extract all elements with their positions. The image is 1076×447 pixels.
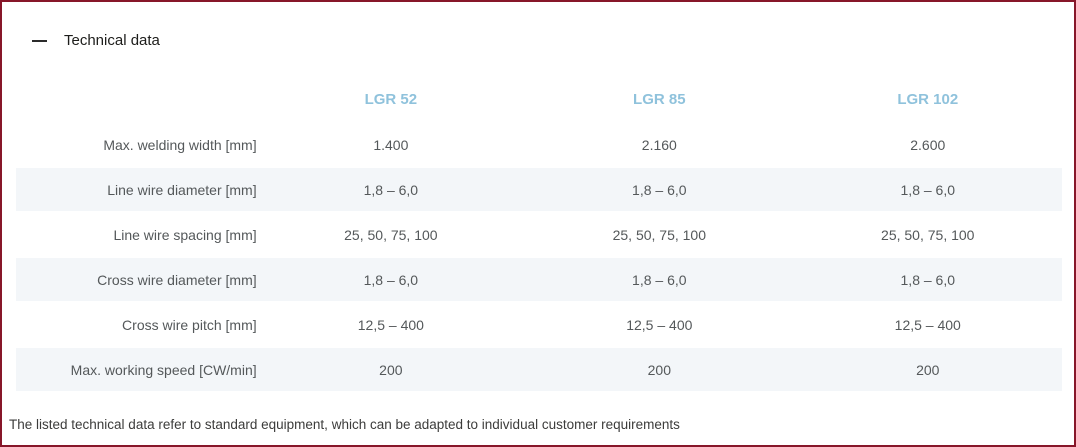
row-label-cross-wire-pitch: Cross wire pitch [mm] <box>16 303 257 346</box>
cell-value: 1,8 – 6,0 <box>525 168 794 211</box>
cell-value: 25, 50, 75, 100 <box>793 213 1062 256</box>
minus-icon[interactable] <box>32 39 47 42</box>
table-row: Cross wire pitch [mm] 12,5 – 400 12,5 – … <box>16 303 1062 346</box>
cell-value: 2.160 <box>525 123 794 166</box>
cell-value: 12,5 – 400 <box>525 303 794 346</box>
cell-value: 2.600 <box>793 123 1062 166</box>
table-header-row: LGR 52 LGR 85 LGR 102 <box>16 77 1062 121</box>
table-row: Line wire spacing [mm] 25, 50, 75, 100 2… <box>16 213 1062 256</box>
table-row: Max. working speed [CW/min] 200 200 200 <box>16 348 1062 391</box>
accordion-toggle-technical-data[interactable]: Technical data <box>32 32 160 49</box>
cell-value: 1,8 – 6,0 <box>793 168 1062 211</box>
row-label-cross-wire-diameter: Cross wire diameter [mm] <box>16 258 257 301</box>
column-header-lgr-85: LGR 85 <box>633 90 686 108</box>
table-row: Cross wire diameter [mm] 1,8 – 6,0 1,8 –… <box>16 258 1062 301</box>
cell-value: 1,8 – 6,0 <box>256 258 526 301</box>
cell-value: 200 <box>256 348 526 391</box>
table-row: Line wire diameter [mm] 1,8 – 6,0 1,8 – … <box>16 168 1062 211</box>
column-header-lgr-52: LGR 52 <box>364 90 418 108</box>
cell-value: 12,5 – 400 <box>793 303 1062 346</box>
cell-value: 25, 50, 75, 100 <box>256 213 526 256</box>
table-row: Max. welding width [mm] 1.400 2.160 2.60… <box>16 123 1062 166</box>
cell-value: 1,8 – 6,0 <box>793 258 1062 301</box>
row-label-max-working-speed: Max. working speed [CW/min] <box>16 348 257 391</box>
cell-value: 1,8 – 6,0 <box>256 168 526 211</box>
cell-value: 200 <box>525 348 794 391</box>
cell-value: 1.400 <box>256 123 526 166</box>
cell-value: 1,8 – 6,0 <box>525 258 794 301</box>
cell-value: 200 <box>793 348 1062 391</box>
row-label-line-wire-diameter: Line wire diameter [mm] <box>16 168 257 211</box>
footnote: The listed technical data refer to stand… <box>9 417 680 432</box>
cell-value: 25, 50, 75, 100 <box>525 213 794 256</box>
row-label-max-welding-width: Max. welding width [mm] <box>16 123 257 166</box>
technical-data-table: LGR 52 LGR 85 LGR 102 Max. welding width… <box>16 75 1062 393</box>
header-cell-empty <box>16 77 257 121</box>
cell-value: 12,5 – 400 <box>256 303 526 346</box>
row-label-line-wire-spacing: Line wire spacing [mm] <box>16 213 257 256</box>
column-header-lgr-102: LGR 102 <box>897 90 959 108</box>
section-title: Technical data <box>64 32 160 49</box>
